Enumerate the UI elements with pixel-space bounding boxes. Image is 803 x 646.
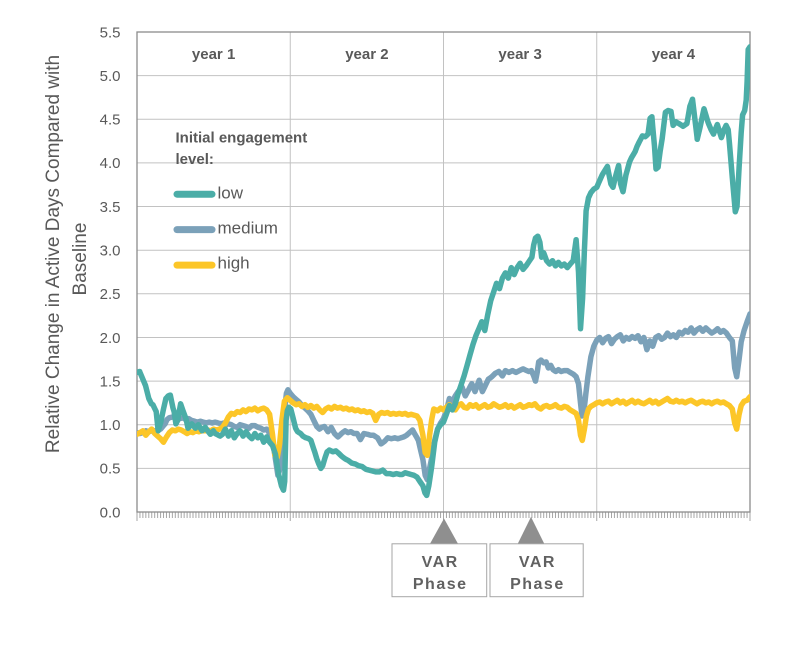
svg-text:Baseline: Baseline: [70, 223, 91, 296]
svg-text:high: high: [218, 254, 250, 273]
svg-text:year 4: year 4: [652, 46, 696, 63]
svg-text:2.0: 2.0: [100, 330, 121, 347]
svg-text:medium: medium: [218, 219, 278, 238]
svg-text:Relative Change in Active Days: Relative Change in Active Days Compared …: [43, 55, 64, 453]
svg-text:3.0: 3.0: [100, 243, 121, 260]
svg-text:Initial engagement: Initial engagement: [176, 130, 308, 147]
svg-text:4.0: 4.0: [100, 155, 121, 172]
svg-text:VAR: VAR: [422, 554, 459, 571]
svg-text:5.5: 5.5: [100, 24, 121, 41]
svg-text:Phase: Phase: [510, 576, 565, 593]
svg-text:1.5: 1.5: [100, 373, 121, 390]
svg-text:1.0: 1.0: [100, 417, 121, 434]
svg-text:4.5: 4.5: [100, 112, 121, 129]
svg-text:year 3: year 3: [498, 46, 541, 63]
svg-text:level:: level:: [176, 151, 214, 168]
svg-text:0.5: 0.5: [100, 461, 121, 478]
svg-text:year 1: year 1: [192, 46, 235, 63]
svg-text:VAR: VAR: [519, 554, 556, 571]
svg-text:year 2: year 2: [345, 46, 388, 63]
svg-text:3.5: 3.5: [100, 199, 121, 216]
svg-text:2.5: 2.5: [100, 286, 121, 303]
svg-text:Phase: Phase: [413, 576, 468, 593]
svg-text:0.0: 0.0: [100, 504, 121, 521]
svg-text:5.0: 5.0: [100, 68, 121, 85]
svg-text:low: low: [218, 184, 244, 203]
